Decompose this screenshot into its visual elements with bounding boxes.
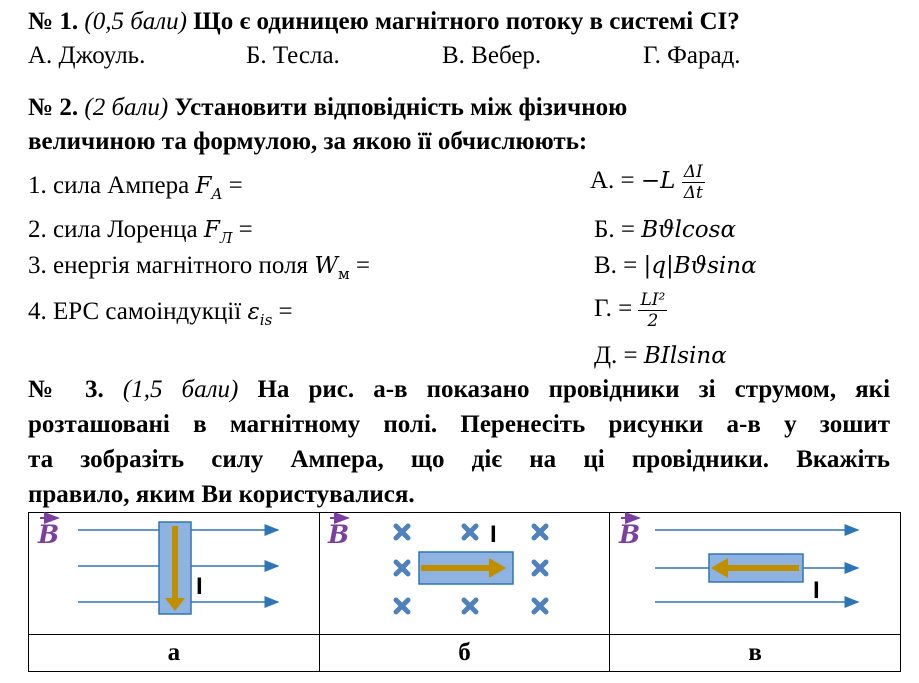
q2-answer-e-formula: BIlsinα: [643, 343, 727, 369]
q2-item-4-symbol: ε: [247, 299, 260, 325]
q2-item-4-eq: =: [272, 298, 293, 325]
q3-text-line1: На рис. а-в показано провідники зі струм…: [257, 376, 891, 403]
caption-a: а: [28, 634, 320, 672]
q2-item-2-eq: =: [232, 216, 253, 243]
q3-line3: та зобразіть силу Ампера, що діє на ці п…: [28, 446, 890, 473]
q2-header: № 2. (2 бали) Установити відповідність м…: [28, 94, 627, 122]
q3-line1: № 3. (1,5 бали) На рис. а-в показано про…: [28, 376, 890, 404]
q1-number: № 1.: [28, 8, 79, 35]
q2-answer-c-label: В. =: [594, 252, 644, 279]
q2-answer-a-numerator: ΔI: [681, 162, 705, 183]
panel-c: B I: [618, 512, 860, 608]
q2-item-2-text: 2. сила Лоренца: [28, 216, 204, 243]
q2-item-3: 3. енергія магнітного поля Wм =: [28, 252, 370, 283]
q2-answer-e: Д. = BIlsinα: [594, 342, 727, 370]
q1-option-c: В. Вебер.: [442, 42, 542, 69]
q2-answer-d-fraction: LI² 2: [638, 290, 668, 331]
q2-answer-a-label: А. =: [590, 167, 641, 195]
q3-number: № 3.: [28, 376, 104, 403]
q2-item-3-symbol: W: [314, 253, 338, 279]
field-label-b: B: [327, 520, 349, 549]
q2-answer-c-formula: |q|Bϑsinα: [643, 253, 757, 279]
current-arrow-b: [421, 558, 506, 578]
q1-option-b: Б. Тесла.: [246, 42, 340, 69]
q2-answer-a: А. = −L ΔI Δt: [590, 162, 705, 203]
q2-answer-d: Г. = LI² 2: [594, 290, 668, 331]
current-label-a: I: [196, 573, 203, 600]
q2-item-4: 4. ЕРС самоіндукції εis =: [28, 298, 293, 329]
q1-option-a: А. Джоуль.: [28, 42, 146, 69]
q2-item-3-text: 3. енергія магнітного поля: [28, 252, 315, 279]
q3-line4: правило, яким Ви користувалися.: [28, 481, 415, 508]
q1-points: (0,5 бали): [84, 8, 187, 35]
q2-number: № 2.: [28, 94, 79, 121]
q2-answer-b-formula: Bϑlcosα: [641, 217, 736, 243]
q2-item-3-subscript: м: [337, 265, 350, 283]
q2-question-line2: величиною та формулою, за якою її обчисл…: [28, 128, 588, 155]
q2-item-3-eq: =: [349, 252, 370, 279]
field-vector-label-c: B: [618, 512, 641, 549]
q2-answer-a-denominator: Δt: [683, 183, 703, 203]
q2-item-1-text: 1. сила Ампера: [28, 172, 196, 199]
q2-points: (2 бали): [84, 94, 169, 121]
q2-answer-b: Б. = Bϑlcosα: [594, 216, 736, 244]
q2-item-2-symbol: F: [203, 217, 220, 243]
panel-b: B I: [327, 512, 549, 615]
q2-answer-b-label: Б. =: [594, 216, 642, 243]
q2-answer-a-fraction: ΔI Δt: [681, 162, 705, 203]
current-label-c: I: [813, 577, 820, 604]
field-label-c: B: [618, 520, 640, 549]
q1-option-d: Г. Фарад.: [643, 42, 741, 69]
figure-drawings: B I B I: [37, 512, 860, 615]
q2-answer-c: В. = |q|Bϑsinα: [594, 252, 757, 280]
q1-line: № 1. (0,5 бали) Що є одиницею магнітного…: [28, 8, 740, 36]
current-arrow-a: [165, 526, 185, 611]
q2-item-1-eq: =: [222, 172, 243, 199]
field-vector-label-a: B: [37, 512, 60, 549]
q2-item-2-subscript: Л: [219, 229, 233, 247]
caption-b: б: [318, 634, 611, 672]
q2-item-1-symbol: F: [195, 173, 212, 199]
q2-item-4-text: 4. ЕРС самоіндукції: [28, 298, 248, 325]
field-crosses-b: [393, 523, 549, 615]
current-arrow-c: [711, 558, 799, 578]
current-label-b: I: [490, 521, 497, 548]
field-vector-label-b: B: [327, 512, 350, 549]
q2-answer-d-denominator: 2: [647, 311, 659, 331]
q2-answer-d-numerator: LI²: [638, 290, 668, 311]
q2-item-2: 2. сила Лоренца FЛ =: [28, 216, 253, 247]
q2-item-1: 1. сила Ампера FA =: [28, 172, 243, 203]
field-label-a: B: [37, 520, 59, 549]
caption-c: в: [609, 634, 901, 672]
q3-points: (1,5 бали): [122, 376, 239, 403]
q2-answer-d-label: Г. =: [594, 295, 639, 323]
q2-item-4-subscript: is: [259, 311, 273, 329]
panel-a: B I: [37, 512, 280, 615]
q3-line2: розташовані в магнітному полі. Перенесіт…: [28, 411, 890, 438]
q2-question-line1: Установити відповідність між фізичною: [174, 94, 628, 121]
q2-answer-e-label: Д. =: [594, 342, 644, 369]
q2-answer-a-prefix: −L: [640, 168, 676, 195]
q1-question: Що є одиницею магнітного потоку в систем…: [193, 8, 740, 35]
q2-item-1-subscript: A: [211, 185, 223, 203]
